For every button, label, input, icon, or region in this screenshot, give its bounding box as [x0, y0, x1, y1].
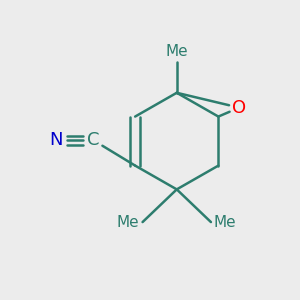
Text: Me: Me	[165, 44, 188, 59]
Text: N: N	[50, 131, 63, 149]
Text: Me: Me	[214, 214, 236, 230]
Text: Me: Me	[117, 214, 140, 230]
Text: C: C	[87, 131, 100, 149]
Text: O: O	[232, 99, 246, 117]
